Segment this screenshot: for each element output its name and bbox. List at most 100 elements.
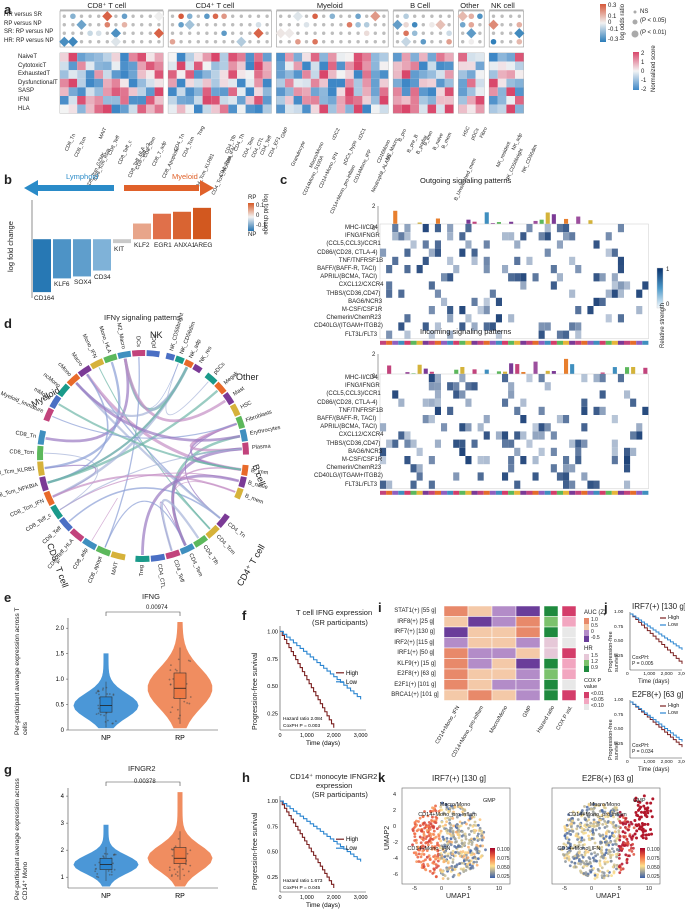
score-cell — [427, 96, 437, 105]
auc-cell — [515, 647, 541, 659]
odds-dot — [231, 23, 235, 27]
odds-ratio-colorbar — [600, 4, 606, 42]
umap-point — [605, 842, 609, 846]
group-strip — [410, 490, 417, 495]
heat-cell — [483, 322, 490, 331]
score-cell — [237, 53, 246, 62]
heat-cell — [459, 374, 466, 383]
score-cell — [202, 70, 212, 79]
ns-tick-2: 1 — [641, 60, 645, 66]
group-strip — [422, 340, 429, 345]
score-cell — [436, 78, 445, 88]
umap-point — [650, 815, 654, 819]
chord-segment — [66, 373, 81, 387]
heat-cell — [502, 472, 509, 481]
odds-dot — [322, 40, 326, 44]
umap-point — [442, 860, 446, 863]
data-point — [97, 712, 100, 715]
group-strip — [611, 490, 618, 495]
pathway-label: MHC-II/CD4 — [345, 225, 378, 231]
chord-segment — [150, 553, 166, 562]
panel-label-c: c — [280, 172, 288, 187]
heat-cell — [617, 314, 624, 323]
group-strip — [630, 490, 637, 495]
umap-point — [629, 843, 633, 847]
heat-cell — [593, 273, 600, 282]
odds-dot — [446, 30, 452, 37]
umap-point — [639, 810, 643, 814]
odds-dot — [131, 23, 135, 27]
group-strip — [404, 490, 411, 495]
score-cell — [419, 87, 428, 96]
category-CD34: CD34 — [94, 273, 111, 281]
panel-e-title: IFNG — [142, 592, 160, 601]
score-cell — [120, 70, 129, 79]
chord-segment — [242, 442, 249, 455]
umap-point — [416, 845, 420, 849]
panel-e-violin: 00.51.01.52.0NP RP — [56, 611, 218, 742]
hr-cell — [543, 626, 559, 638]
heat-cell — [611, 456, 618, 465]
score-cell — [475, 70, 485, 79]
umap-point — [429, 822, 433, 826]
data-point — [97, 690, 100, 693]
umap-point — [578, 857, 581, 861]
umap-point — [469, 849, 473, 853]
chord-segment — [50, 504, 63, 520]
score-cell — [137, 96, 146, 105]
umap-point — [422, 853, 426, 856]
heat-cell — [544, 232, 551, 241]
umap-point — [448, 840, 451, 843]
score-cell — [515, 78, 524, 88]
chord-segment — [183, 359, 194, 369]
score-cell — [489, 87, 498, 96]
odds-dot — [239, 23, 243, 27]
umap-point — [456, 833, 460, 837]
heat-cell — [550, 281, 557, 290]
score-cell — [410, 78, 419, 88]
data-point — [169, 683, 172, 686]
umap-point — [447, 810, 451, 813]
heat-cell — [434, 398, 441, 407]
score-cell — [419, 61, 428, 71]
chord-link — [59, 448, 242, 511]
score-cell — [228, 87, 237, 96]
score-cell — [237, 104, 246, 114]
cox-swatch — [584, 704, 589, 710]
panel-f-subtitle: (SR participants) — [312, 618, 368, 627]
umap-point — [607, 849, 611, 852]
ns-legend-title: Normalized score — [651, 45, 657, 92]
umap-point — [465, 822, 468, 826]
odds-dot — [213, 40, 218, 44]
heat-cell — [605, 248, 612, 257]
umap-point — [457, 830, 461, 834]
odds-dot — [239, 14, 243, 18]
pathway-label: M-CSF/CSF1R — [341, 457, 383, 463]
umap-point — [436, 841, 439, 845]
odds-dot — [382, 40, 386, 44]
umap-point — [618, 838, 622, 842]
group-header-1: CD4⁺ T cell — [195, 1, 235, 10]
heat-cell — [556, 415, 563, 424]
umap-point — [579, 862, 582, 866]
odds-dot — [438, 40, 443, 44]
pathway-label: THBS/(CD36,CD47) — [326, 290, 381, 297]
score-cell — [362, 87, 371, 96]
heat-cell — [410, 439, 417, 448]
umap-point — [587, 838, 591, 842]
umap-point — [413, 839, 417, 842]
umap-point — [618, 819, 622, 823]
score-cell — [219, 104, 229, 114]
umap-point — [570, 847, 574, 850]
j-ytick: 0.75 — [614, 712, 624, 718]
odds-dot — [222, 23, 226, 27]
score-cell — [77, 61, 86, 71]
score-cell — [137, 61, 146, 71]
heat-cell — [520, 415, 527, 424]
umap-point — [644, 833, 648, 837]
score-cell — [103, 70, 112, 79]
odds-diamond — [67, 36, 78, 47]
score-cell — [293, 70, 303, 79]
umap-point — [432, 833, 436, 836]
score-cell — [475, 87, 485, 96]
